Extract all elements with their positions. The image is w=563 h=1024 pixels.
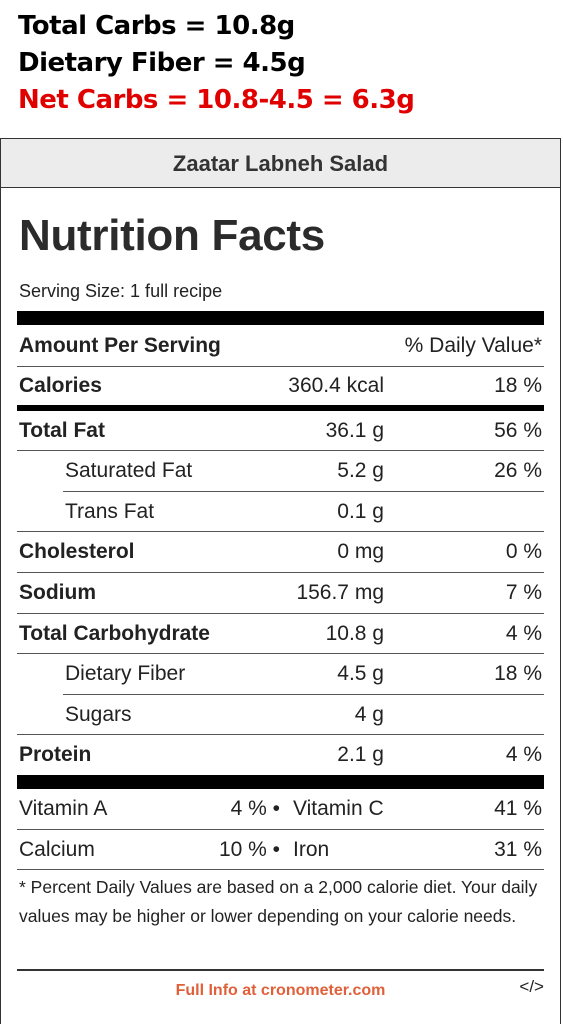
dv-header: % Daily Value* xyxy=(404,334,542,357)
nutrient-row-total-fat: Total Fat 36.1 g 56 % xyxy=(17,411,544,451)
daily-value-footnote: * Percent Daily Values are based on a 2,… xyxy=(19,877,538,926)
total-carbs-line: Total Carbs = 10.8g xyxy=(18,11,295,41)
nutrient-dv: 4 % xyxy=(505,622,542,645)
nutrient-name: Cholesterol xyxy=(19,540,135,563)
nutrient-row-cholesterol: Cholesterol 0 mg 0 % xyxy=(17,532,544,572)
nutrient-row-total-carbohydrate: Total Carbohydrate 10.8 g 4 % xyxy=(17,614,544,654)
divider xyxy=(17,653,544,654)
nutrient-dv: 26 % xyxy=(494,459,542,482)
nutrient-amount: 36.1 g xyxy=(325,419,384,442)
nutrient-row-saturated-fat: Saturated Fat 5.2 g 26 % xyxy=(17,451,544,491)
nutrient-row-protein: Protein 2.1 g 4 % xyxy=(17,735,544,775)
serving-size: Serving Size: 1 full recipe xyxy=(19,281,223,301)
nutrient-amount: 0 mg xyxy=(337,540,384,563)
nutrient-name: Calories xyxy=(19,374,102,397)
nutrient-amount: 0.1 g xyxy=(337,500,384,523)
divider xyxy=(17,366,544,367)
nutrient-dv: 56 % xyxy=(494,419,542,442)
nutrient-row-calories: Calories 360.4 kcal 18 % xyxy=(17,366,544,406)
nutrition-facts-title: Nutrition Facts xyxy=(19,211,325,260)
nutrient-dv: 4 % xyxy=(505,743,542,766)
nutrient-dv: 0 % xyxy=(505,540,542,563)
vitamin-row-2: Calcium 10 % • Iron 31 % xyxy=(17,830,544,870)
nutrient-amount: 360.4 kcal xyxy=(288,374,384,397)
divider xyxy=(17,572,544,573)
nutrient-amount: 2.1 g xyxy=(337,743,384,766)
nutrient-amount: 4.5 g xyxy=(337,662,384,685)
divider xyxy=(17,734,544,735)
calcium-dv: 10 % • xyxy=(218,838,280,861)
nutrient-name: Total Fat xyxy=(19,419,105,442)
nutrient-name: Sugars xyxy=(65,703,132,726)
vitamin-a-dv: 4 % • xyxy=(230,797,280,820)
divider xyxy=(63,491,544,492)
divider xyxy=(17,531,544,532)
nutrient-row-trans-fat: Trans Fat 0.1 g xyxy=(17,492,544,532)
thick-divider xyxy=(17,775,544,789)
nutrient-row-sodium: Sodium 156.7 mg 7 % xyxy=(17,573,544,613)
amount-header-row: Amount Per Serving % Daily Value* xyxy=(17,326,544,366)
medium-divider xyxy=(17,405,544,411)
nutrient-name: Sodium xyxy=(19,581,96,604)
calcium-name: Calcium xyxy=(19,838,95,861)
recipe-title: Zaatar Labneh Salad xyxy=(1,139,560,188)
nutrient-amount: 4 g xyxy=(354,703,384,726)
nutrient-row-dietary-fiber: Dietary Fiber 4.5 g 18 % xyxy=(17,654,544,694)
nutrition-panel: Zaatar Labneh Salad Nutrition Facts Serv… xyxy=(0,138,561,1024)
amount-header: Amount Per Serving xyxy=(19,334,221,357)
nutrient-name: Total Carbohydrate xyxy=(19,622,210,645)
iron-name: Iron xyxy=(293,838,330,861)
footer-divider xyxy=(17,969,544,971)
nutrient-amount: 5.2 g xyxy=(337,459,384,482)
divider xyxy=(63,694,544,695)
nutrient-amount: 10.8 g xyxy=(325,622,384,645)
divider xyxy=(17,829,544,830)
nutrient-amount: 156.7 mg xyxy=(296,581,384,604)
net-carbs-line: Net Carbs = 10.8-4.5 = 6.3g xyxy=(18,85,415,115)
embed-code-icon[interactable]: </> xyxy=(519,977,544,996)
vitamin-c-dv: 41 % xyxy=(494,797,542,820)
carb-summary: Total Carbs = 10.8g Dietary Fiber = 4.5g… xyxy=(18,8,415,119)
divider xyxy=(17,869,544,870)
nutrient-name: Saturated Fat xyxy=(65,459,193,482)
divider xyxy=(17,450,544,451)
vitamin-row-1: Vitamin A 4 % • Vitamin C 41 % xyxy=(17,789,544,829)
iron-dv: 31 % xyxy=(494,838,542,861)
thick-divider xyxy=(17,311,544,325)
nutrient-name: Protein xyxy=(19,743,92,766)
nutrient-dv: 7 % xyxy=(505,581,542,604)
nutrient-row-sugars: Sugars 4 g xyxy=(17,695,544,735)
nutrient-dv: 18 % xyxy=(494,662,542,685)
divider xyxy=(17,613,544,614)
vitamin-c-name: Vitamin C xyxy=(293,797,384,820)
nutrient-name: Trans Fat xyxy=(65,500,155,523)
nutrient-dv: 18 % xyxy=(494,374,542,397)
cronometer-link[interactable]: Full Info at cronometer.com xyxy=(175,982,386,999)
dietary-fiber-line: Dietary Fiber = 4.5g xyxy=(18,48,306,78)
vitamin-a-name: Vitamin A xyxy=(19,797,108,820)
nutrient-name: Dietary Fiber xyxy=(65,662,186,685)
